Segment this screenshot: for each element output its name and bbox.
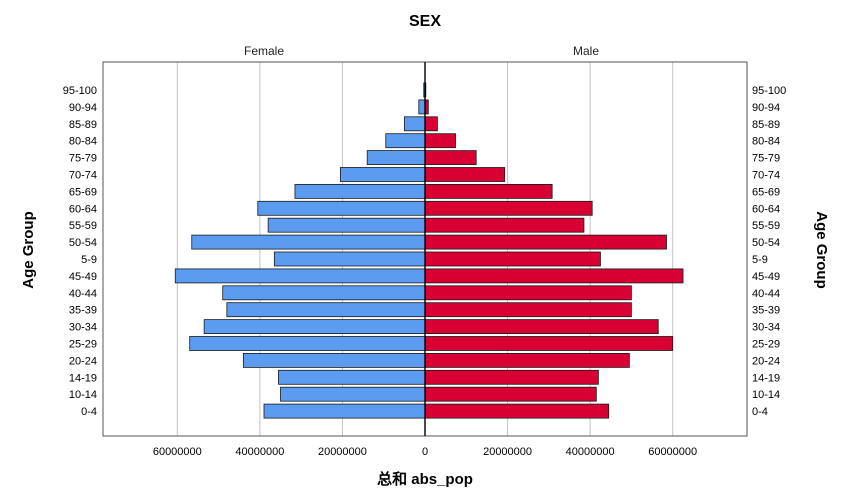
- bar-female-5-9: [273, 251, 426, 267]
- bar-female-10-14: [280, 386, 426, 402]
- category-label-right: 90-94: [752, 102, 780, 114]
- bar-male-25-29: [424, 336, 674, 351]
- bar-female-20-24: [242, 352, 426, 368]
- category-label-left: 70-74: [69, 170, 97, 182]
- y-axis-label-left: Age Group: [20, 211, 37, 289]
- bar-female-80-84: [385, 133, 426, 149]
- bar-male-35-39: [424, 302, 632, 318]
- category-label-right: 14-19: [752, 372, 780, 384]
- bar-male-80-84: [424, 133, 456, 149]
- chart-title: SEX: [409, 13, 441, 30]
- bar-male-40-44: [424, 285, 632, 301]
- bar-male-0-4: [424, 403, 610, 419]
- bar-female-90-94: [418, 99, 426, 115]
- category-label-left: 75-79: [69, 153, 97, 165]
- category-label-right: 50-54: [752, 237, 780, 249]
- bar-female-65-69: [294, 183, 426, 199]
- bar-female-45-49: [174, 268, 426, 284]
- category-label-left: 14-19: [69, 372, 97, 384]
- y-axis-label-right: Age Group: [813, 211, 830, 289]
- bar-male-85-89: [424, 116, 438, 132]
- bar-female-85-89: [403, 116, 426, 132]
- category-label-right: 85-89: [752, 119, 780, 131]
- category-label-right: 60-64: [752, 203, 780, 215]
- bar-female-50-54: [191, 234, 426, 250]
- x-axis-label: 总和 abs_pop: [377, 470, 473, 488]
- panel-label-male: Male: [573, 44, 599, 58]
- category-label-left: 85-89: [69, 119, 97, 131]
- bar-female-60-64: [257, 200, 426, 216]
- x-tick-labels: 60000000 40000000 20000000 0 20000000 4000000…: [153, 446, 697, 458]
- bar-male-45-49: [424, 268, 684, 284]
- category-label-right: 80-84: [752, 136, 780, 148]
- category-label-left: 5-9: [81, 254, 97, 266]
- bar-male-70-74: [424, 167, 506, 182]
- bar-female-55-59: [267, 217, 426, 233]
- bar-female-40-44: [222, 285, 426, 301]
- bar-male-65-69: [424, 183, 553, 199]
- category-labels-left: 0-4 10-14 14-19 20-24 25-29 30-34 35-39 40-44 45…: [63, 85, 97, 418]
- bar-female-0-4: [263, 403, 426, 419]
- category-label-left: 25-29: [69, 339, 97, 351]
- category-label-right: 5-9: [752, 254, 768, 266]
- bar-female-35-39: [226, 302, 426, 318]
- bar-female-75-79: [366, 150, 426, 166]
- category-label-left: 10-14: [69, 389, 97, 401]
- bar-male-20-24: [424, 352, 630, 368]
- category-label-left: 90-94: [69, 102, 97, 114]
- category-label-right: 45-49: [752, 271, 780, 283]
- bar-female-25-29: [189, 336, 426, 351]
- category-label-left: 80-84: [69, 136, 97, 148]
- category-label-right: 75-79: [752, 153, 780, 165]
- category-label-left: 45-49: [69, 271, 97, 283]
- category-label-right: 30-34: [752, 322, 780, 334]
- category-label-right: 55-59: [752, 220, 780, 232]
- bar-male-55-59: [424, 217, 585, 233]
- category-label-right: 70-74: [752, 170, 780, 182]
- category-label-left: 55-59: [69, 220, 97, 232]
- category-label-left: 30-34: [69, 322, 97, 334]
- category-label-left: 0-4: [81, 406, 97, 418]
- category-label-right: 10-14: [752, 389, 780, 401]
- bar-male-60-64: [424, 200, 593, 216]
- category-label-right: 40-44: [752, 288, 780, 300]
- x-tick-label: 60000000: [648, 446, 697, 458]
- bar-male-5-9: [424, 251, 601, 267]
- x-tick-label: 20000000: [483, 446, 532, 458]
- category-label-left: 35-39: [69, 305, 97, 317]
- x-tick-label: 60000000: [153, 446, 202, 458]
- category-label-right: 0-4: [752, 406, 768, 418]
- x-tick-label: 20000000: [318, 446, 367, 458]
- category-label-left: 60-64: [69, 203, 97, 215]
- category-label-right: 25-29: [752, 339, 780, 351]
- bar-male-50-54: [424, 234, 667, 250]
- category-label-left: 50-54: [69, 237, 97, 249]
- category-labels-right: 0-4 10-14 14-19 20-24 25-29 30-34 35-39 40-44 45…: [752, 85, 786, 418]
- x-tick-label: 0: [422, 446, 428, 458]
- category-label-left: 40-44: [69, 288, 97, 300]
- bar-female-14-19: [278, 369, 426, 385]
- x-tick-label: 40000000: [235, 446, 284, 458]
- bar-male-14-19: [424, 369, 599, 385]
- bar-female-70-74: [339, 167, 426, 182]
- bar-male-30-34: [424, 319, 659, 335]
- category-label-right: 95-100: [752, 85, 786, 97]
- category-label-left: 95-100: [63, 85, 97, 97]
- bar-male-75-79: [424, 150, 477, 166]
- category-label-right: 35-39: [752, 305, 780, 317]
- panel-label-female: Female: [244, 44, 284, 58]
- category-label-right: 65-69: [752, 186, 780, 198]
- bars: [174, 82, 684, 419]
- x-tick-label: 40000000: [566, 446, 615, 458]
- category-label-left: 65-69: [69, 186, 97, 198]
- bar-female-30-34: [203, 319, 426, 335]
- category-label-left: 20-24: [69, 355, 97, 367]
- category-label-right: 20-24: [752, 355, 780, 367]
- bar-male-10-14: [424, 386, 597, 402]
